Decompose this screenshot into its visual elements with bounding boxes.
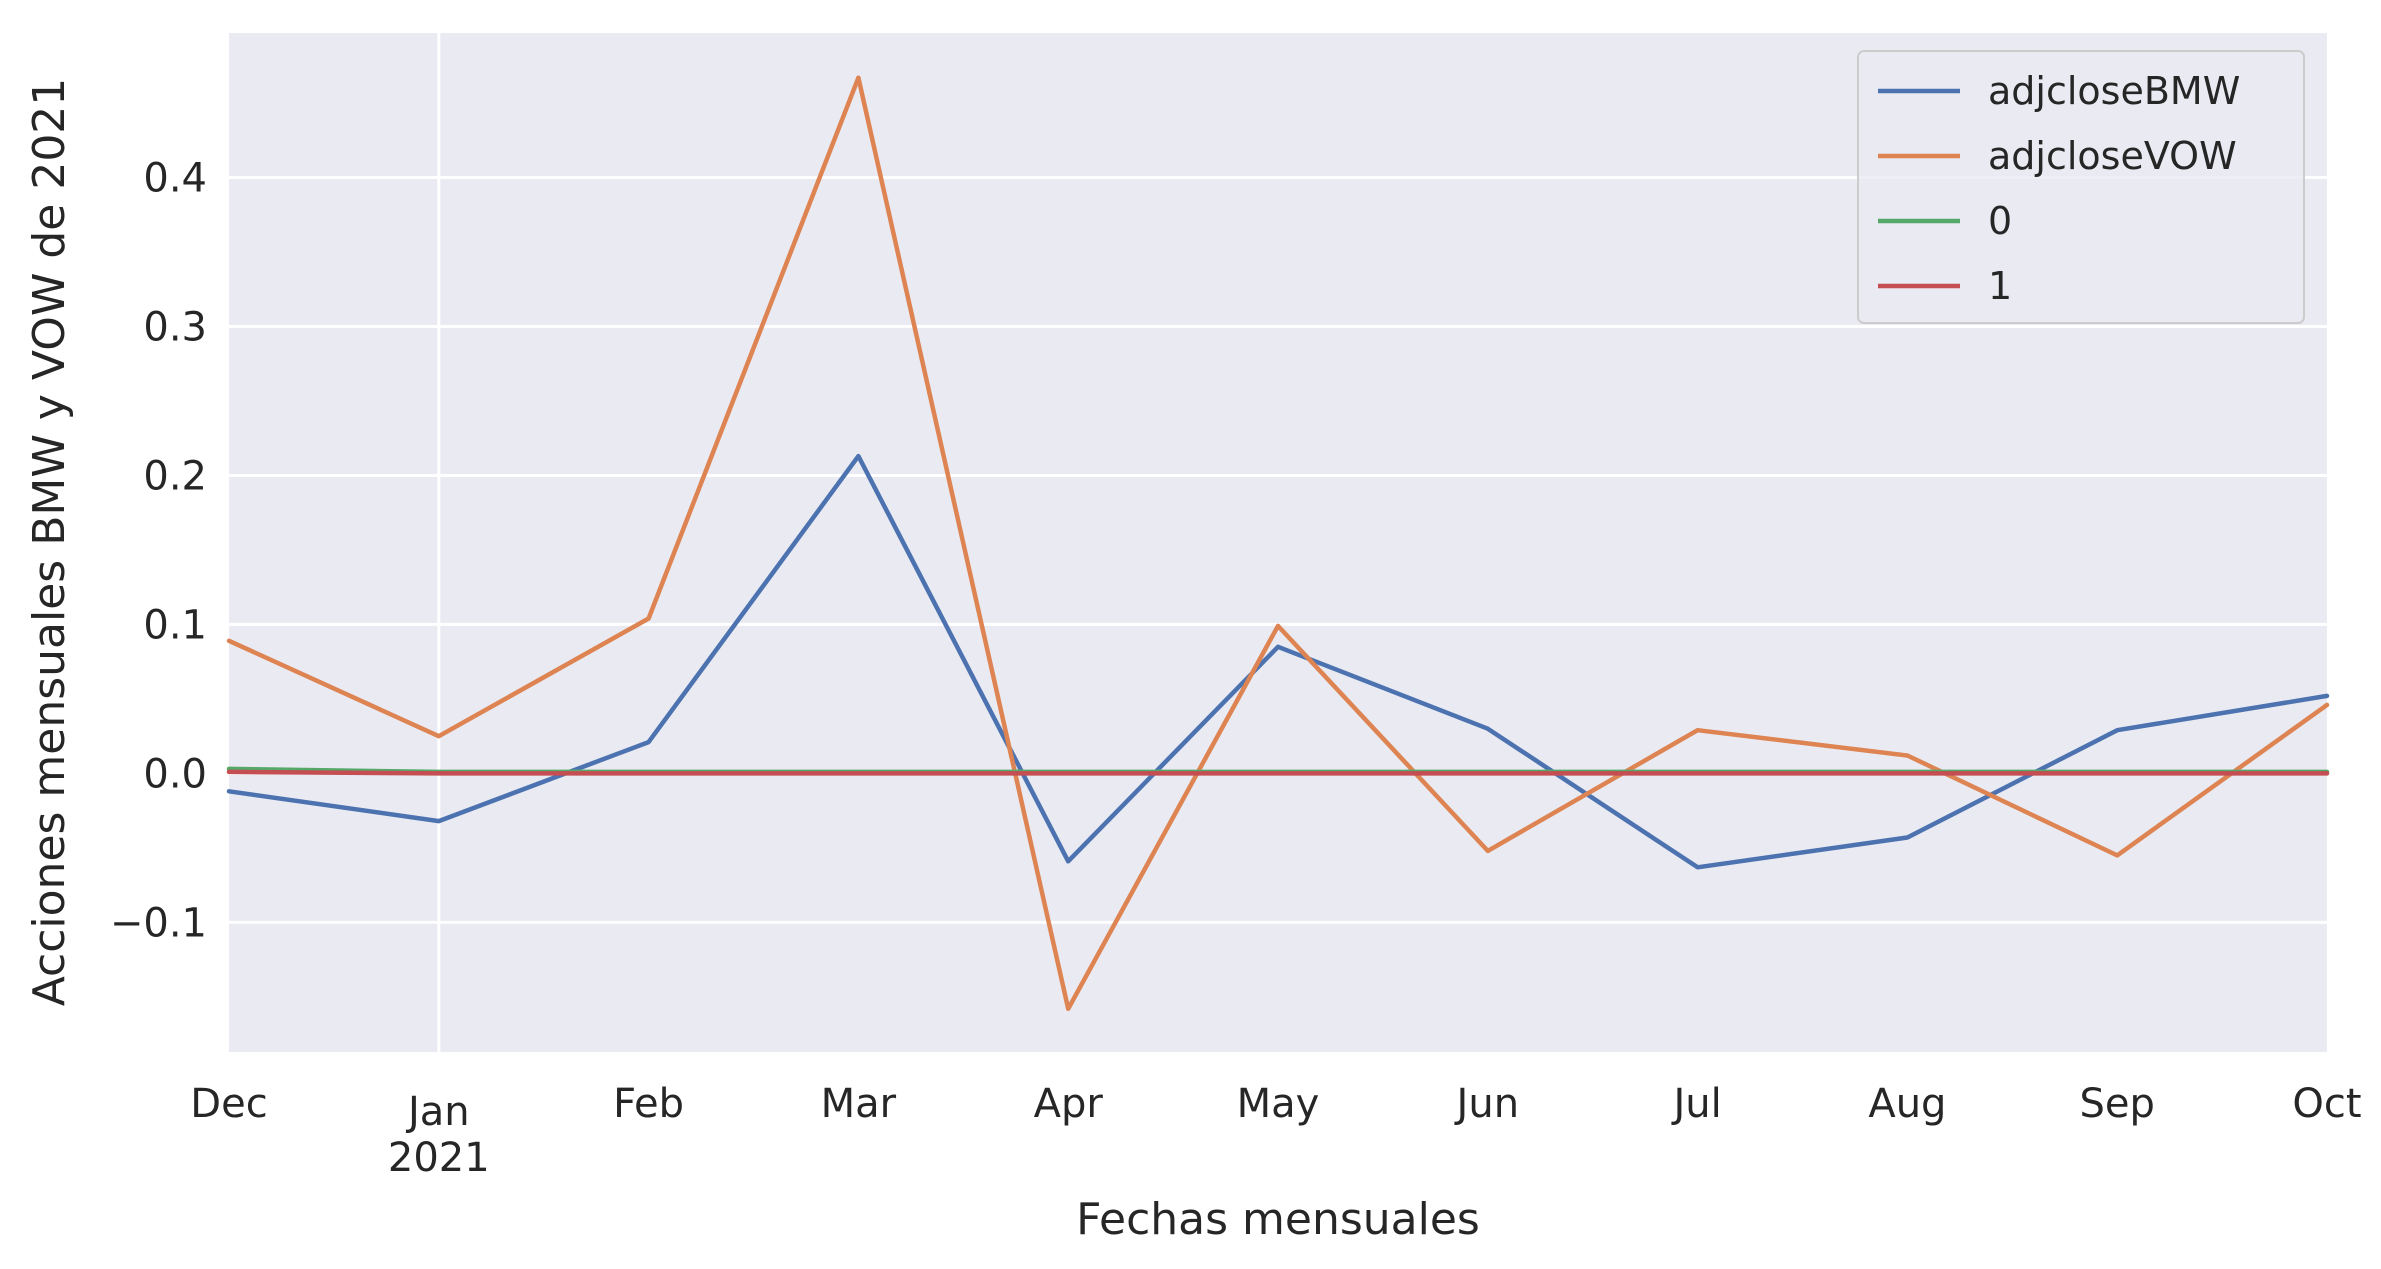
x-tick-label: May <box>1237 1081 1320 1127</box>
x-tick-label: Apr <box>1034 1081 1104 1127</box>
series-line-adjcloseVOW <box>226 75 2330 1012</box>
series-line-1 <box>226 769 2330 776</box>
legend-box <box>1857 50 2305 324</box>
y-tick-labels: −0.1 0.0 0.1 0.2 0.3 0.4 <box>110 156 207 947</box>
x-tick-label: Jul <box>1670 1081 1721 1127</box>
x-tick-label: Jun <box>1454 1081 1520 1127</box>
y-tick-label: 0.3 <box>143 304 207 350</box>
x-tick-label: Sep <box>2080 1081 2155 1127</box>
legend-label-adjcloseBMW: adjcloseBMW <box>1988 69 2240 113</box>
y-tick-label: 0.1 <box>143 602 207 648</box>
x-tick-label: Jan <box>405 1089 470 1135</box>
y-tick-label: 0.0 <box>143 751 207 797</box>
x-tick-year-label: 2021 <box>388 1135 490 1181</box>
series-line-adjcloseBMW <box>226 453 2330 870</box>
legend-label-1: 1 <box>1988 264 2012 308</box>
y-tick-label: 0.4 <box>143 156 207 202</box>
legend-label-0: 0 <box>1988 199 2012 243</box>
x-tick-label: Mar <box>821 1081 897 1127</box>
y-tick-label: 0.2 <box>143 453 207 499</box>
legend-label-adjcloseVOW: adjcloseVOW <box>1988 134 2237 178</box>
x-axis-title: Fechas mensuales <box>1076 1194 1480 1245</box>
y-tick-label: −0.1 <box>110 900 207 946</box>
x-tick-label: Feb <box>613 1081 684 1127</box>
x-tick-label: Aug <box>1868 1081 1946 1127</box>
legend: adjcloseBMW adjcloseVOW 0 1 <box>1857 50 2305 324</box>
series-lines <box>226 75 2330 1012</box>
x-tick-label: Dec <box>190 1081 267 1127</box>
y-axis-title: Acciones mensuales BMW y VOW de 2021 <box>24 78 75 1007</box>
x-tick-label: Oct <box>2292 1081 2361 1127</box>
